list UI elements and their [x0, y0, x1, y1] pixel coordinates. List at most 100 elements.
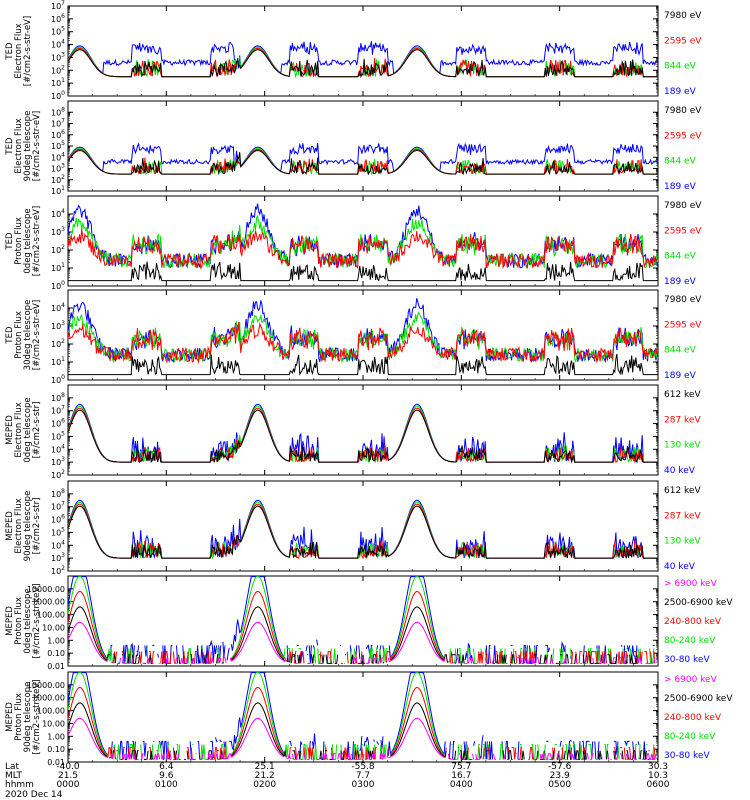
- legend-entry: 189 eV: [664, 277, 697, 287]
- y-tick-label: 104: [51, 151, 65, 162]
- y-tick-label: 106: [51, 129, 65, 140]
- y-tick-label: 10.00: [42, 623, 65, 632]
- y-tick-label: 107: [51, 501, 65, 512]
- y-tick-label: 102: [51, 244, 65, 255]
- y-tick-label: 102: [51, 565, 65, 576]
- lat-value: 30.3: [648, 762, 668, 772]
- y-tick-label: 102: [51, 174, 65, 185]
- y-axis-label: [#/cm2-s-str-eV]: [32, 111, 42, 181]
- hhmm-value: 0200: [253, 780, 276, 790]
- y-tick-label: 104: [51, 39, 65, 50]
- series-612-kev: [68, 409, 658, 464]
- panel-8: 0.01 0.10 1.00 10.00 100.00 1000.00 10000.00 ME…: [5, 671, 733, 767]
- y-tick-label: 0.10: [47, 745, 65, 754]
- y-axis-label: MEPED: [5, 415, 15, 445]
- series-612-kev: [68, 505, 658, 560]
- y-axis-label: 30deg telescope: [23, 300, 33, 371]
- panel-frame: [67, 5, 659, 97]
- y-tick-label: 103: [51, 163, 65, 174]
- series-2595-ev: [68, 229, 658, 270]
- legend-entry: 7980 eV: [664, 201, 702, 211]
- data-traces: [68, 577, 658, 664]
- series-7980-ev: [68, 353, 658, 376]
- y-axis-label: Proton Flux: [14, 693, 24, 741]
- y-axis-label: [#/cm2-s-str]: [32, 402, 42, 459]
- legend-entry: 612 keV: [664, 486, 701, 496]
- y-axis-label: 90deg telescope: [23, 682, 33, 753]
- y-tick-label: 105: [51, 26, 65, 37]
- y-axis-label: 0deg telescope: [23, 588, 33, 653]
- y-axis-label: MEPED: [5, 702, 15, 732]
- panel-frame: [67, 384, 659, 476]
- date-label: 2020 Dec 14: [5, 790, 63, 800]
- y-tick-label: 108: [51, 488, 65, 499]
- y-tick-label: 1000.00: [32, 694, 65, 703]
- y-axis-label: Proton Flux: [14, 311, 24, 359]
- legend-entry: 2500-6900 keV: [664, 598, 733, 608]
- hhmm-row-label: hhmm: [5, 780, 34, 790]
- legend-entry: 80-240 keV: [664, 636, 716, 646]
- y-tick-label: 0.10: [47, 649, 65, 658]
- y-axis-label: TED: [5, 42, 15, 61]
- y-tick-label: 105: [51, 430, 65, 441]
- lat-value: -55.8: [351, 762, 375, 772]
- data-traces: [68, 403, 658, 464]
- y-axis-label: 0deg telescope: [23, 208, 33, 273]
- lat-value: 6.4: [159, 762, 174, 772]
- y-tick-label: 102: [51, 338, 65, 349]
- y-tick-label: 108: [51, 106, 65, 117]
- y-tick-label: 108: [51, 392, 65, 403]
- series-189-ev: [68, 41, 658, 75]
- series-189-ev: [68, 298, 658, 364]
- legend-entry: > 6900 keV: [664, 579, 718, 589]
- hhmm-value: 0100: [155, 780, 178, 790]
- data-traces: [68, 499, 658, 560]
- legend-entry: 2500-6900 keV: [664, 694, 733, 704]
- y-tick-label: 100: [51, 90, 65, 101]
- panel-3: 100 101 102 103 104 TED Proton Flux 0deg telesc…: [5, 195, 702, 291]
- y-tick-label: 104: [51, 208, 65, 219]
- y-axis-label: [#/cm2-s-str-eV]: [23, 16, 33, 86]
- mlt-value: 23.9: [550, 771, 570, 781]
- y-axis-label: 0deg telescope: [23, 397, 33, 462]
- y-tick-label: 101: [51, 185, 65, 196]
- mlt-row-label: MLT: [5, 771, 23, 781]
- mlt-value: 9.6: [159, 771, 174, 781]
- y-tick-label: 106: [51, 418, 65, 429]
- y-tick-label: 10000.00: [27, 681, 65, 690]
- legend-entry: 2595 eV: [664, 36, 702, 46]
- y-axis-label: TED: [5, 137, 15, 156]
- hhmm-value: 0400: [450, 780, 473, 790]
- y-axis-label: Electron Flux: [14, 23, 24, 78]
- lat-value: 25.1: [255, 762, 275, 772]
- data-traces: [68, 142, 658, 176]
- legend-entry: 189 eV: [664, 371, 697, 381]
- y-tick-label: 1000.00: [32, 598, 65, 607]
- y-tick-label: 0.01: [47, 662, 65, 671]
- panel-frame: [67, 100, 659, 192]
- hhmm-value: 0000: [57, 780, 80, 790]
- series-189-ev: [68, 203, 658, 269]
- y-tick-label: 101: [51, 262, 65, 273]
- legend-entry: 30-80 keV: [664, 655, 710, 665]
- series-80-240-kev: [68, 577, 657, 664]
- series-7980-ev: [68, 261, 658, 282]
- mlt-value: 7.7: [356, 771, 370, 781]
- hhmm-value: 0500: [548, 780, 571, 790]
- y-tick-label: 106: [51, 514, 65, 525]
- legend-entry: 612 keV: [664, 390, 701, 400]
- legend-entry: 844 eV: [664, 346, 697, 356]
- y-tick-label: 10.00: [42, 719, 65, 728]
- series-7980-ev: [68, 49, 658, 79]
- y-axis-label: [#/cm2-s-str-eV]: [32, 206, 42, 276]
- legend-entry: 844 eV: [664, 252, 697, 262]
- panel-7: 0.01 0.10 1.00 10.00 100.00 1000.00 10000.00 ME…: [5, 575, 733, 671]
- series-7980-ev: [68, 149, 658, 176]
- y-axis-label: TED: [5, 232, 15, 251]
- y-tick-label: 102: [51, 469, 65, 480]
- lat-value: 75.7: [451, 762, 471, 772]
- y-tick-label: 102: [51, 64, 65, 75]
- y-tick-label: 103: [51, 51, 65, 62]
- y-tick-label: 107: [51, 0, 65, 11]
